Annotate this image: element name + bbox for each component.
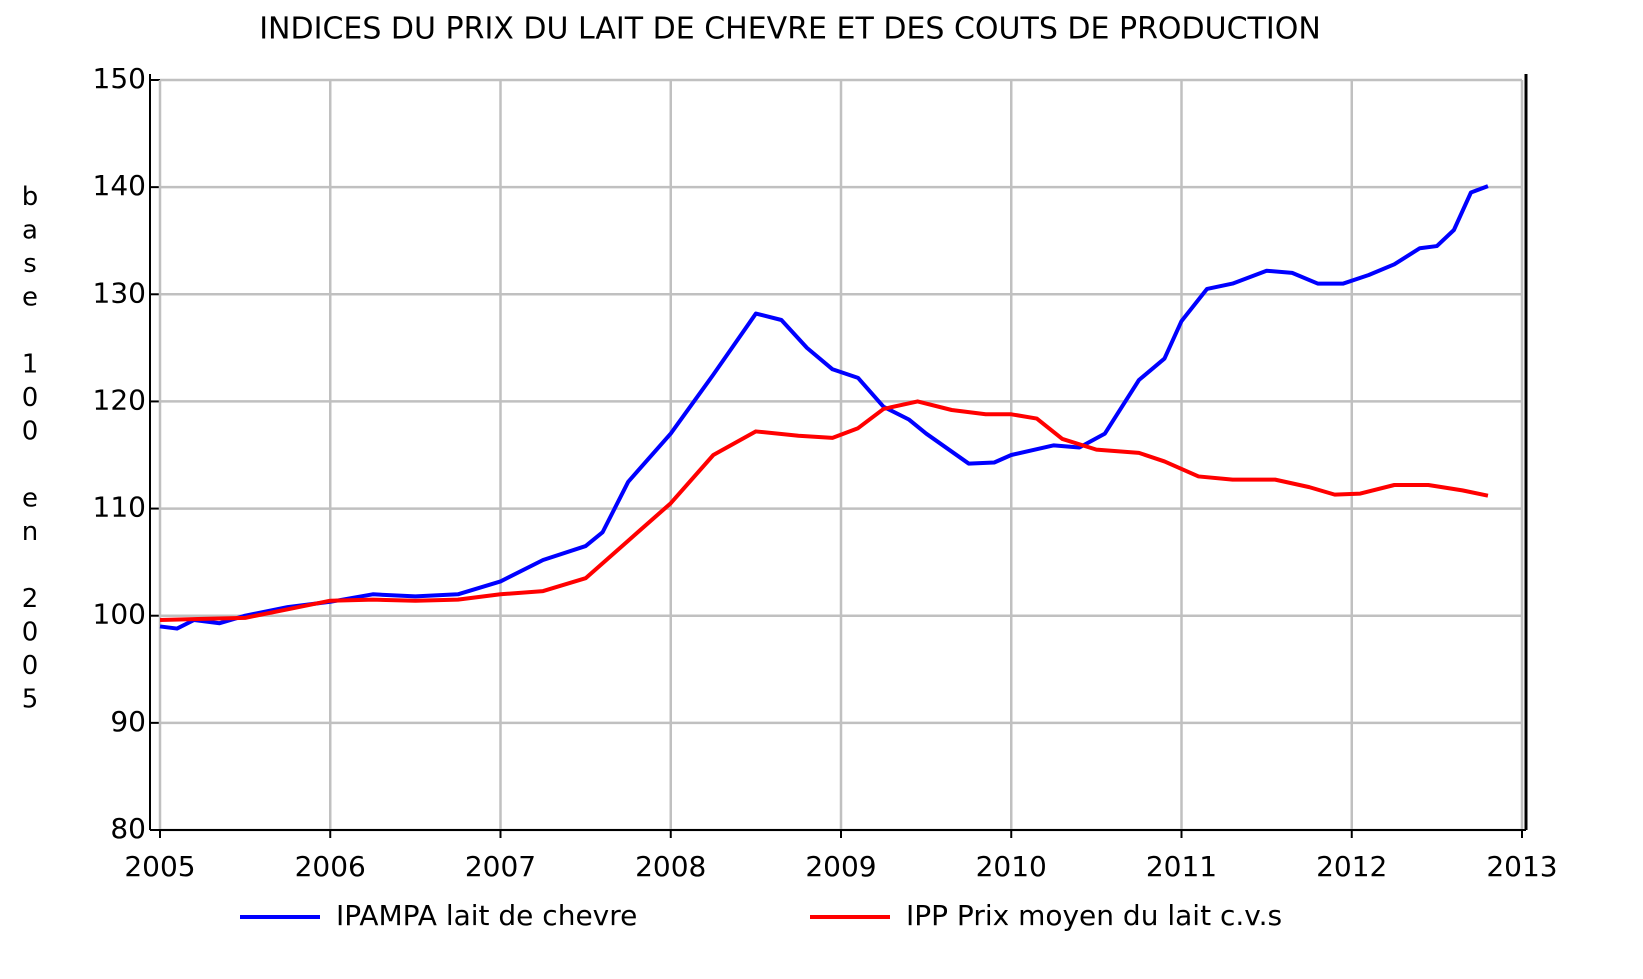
y-tick-label: 100	[93, 598, 146, 631]
x-tick-label: 2007	[465, 850, 536, 883]
y-tick-label: 110	[93, 491, 146, 524]
y-tick-label: 130	[93, 276, 146, 309]
y-tick-label: 150	[93, 62, 146, 95]
x-tick-label: 2013	[1486, 850, 1557, 883]
y-tick-label: 80	[110, 812, 146, 845]
y-tick-label: 90	[110, 705, 146, 738]
legend-label: IPP Prix moyen du lait c.v.s	[906, 899, 1282, 932]
x-tick-label: 2005	[124, 850, 195, 883]
x-tick-label: 2006	[295, 850, 366, 883]
legend-label: IPAMPA lait de chevre	[336, 899, 637, 932]
y-tick-label: 120	[93, 383, 146, 416]
x-tick-label: 2010	[976, 850, 1047, 883]
x-tick-label: 2009	[805, 850, 876, 883]
y-tick-label: 140	[93, 169, 146, 202]
x-tick-label: 2008	[635, 850, 706, 883]
x-tick-label: 2011	[1146, 850, 1217, 883]
series-line	[159, 399, 1489, 622]
series-line	[159, 184, 1489, 631]
chart-title: INDICES DU PRIX DU LAIT DE CHEVRE ET DES…	[259, 12, 1321, 47]
x-tick-label: 2012	[1316, 850, 1387, 883]
